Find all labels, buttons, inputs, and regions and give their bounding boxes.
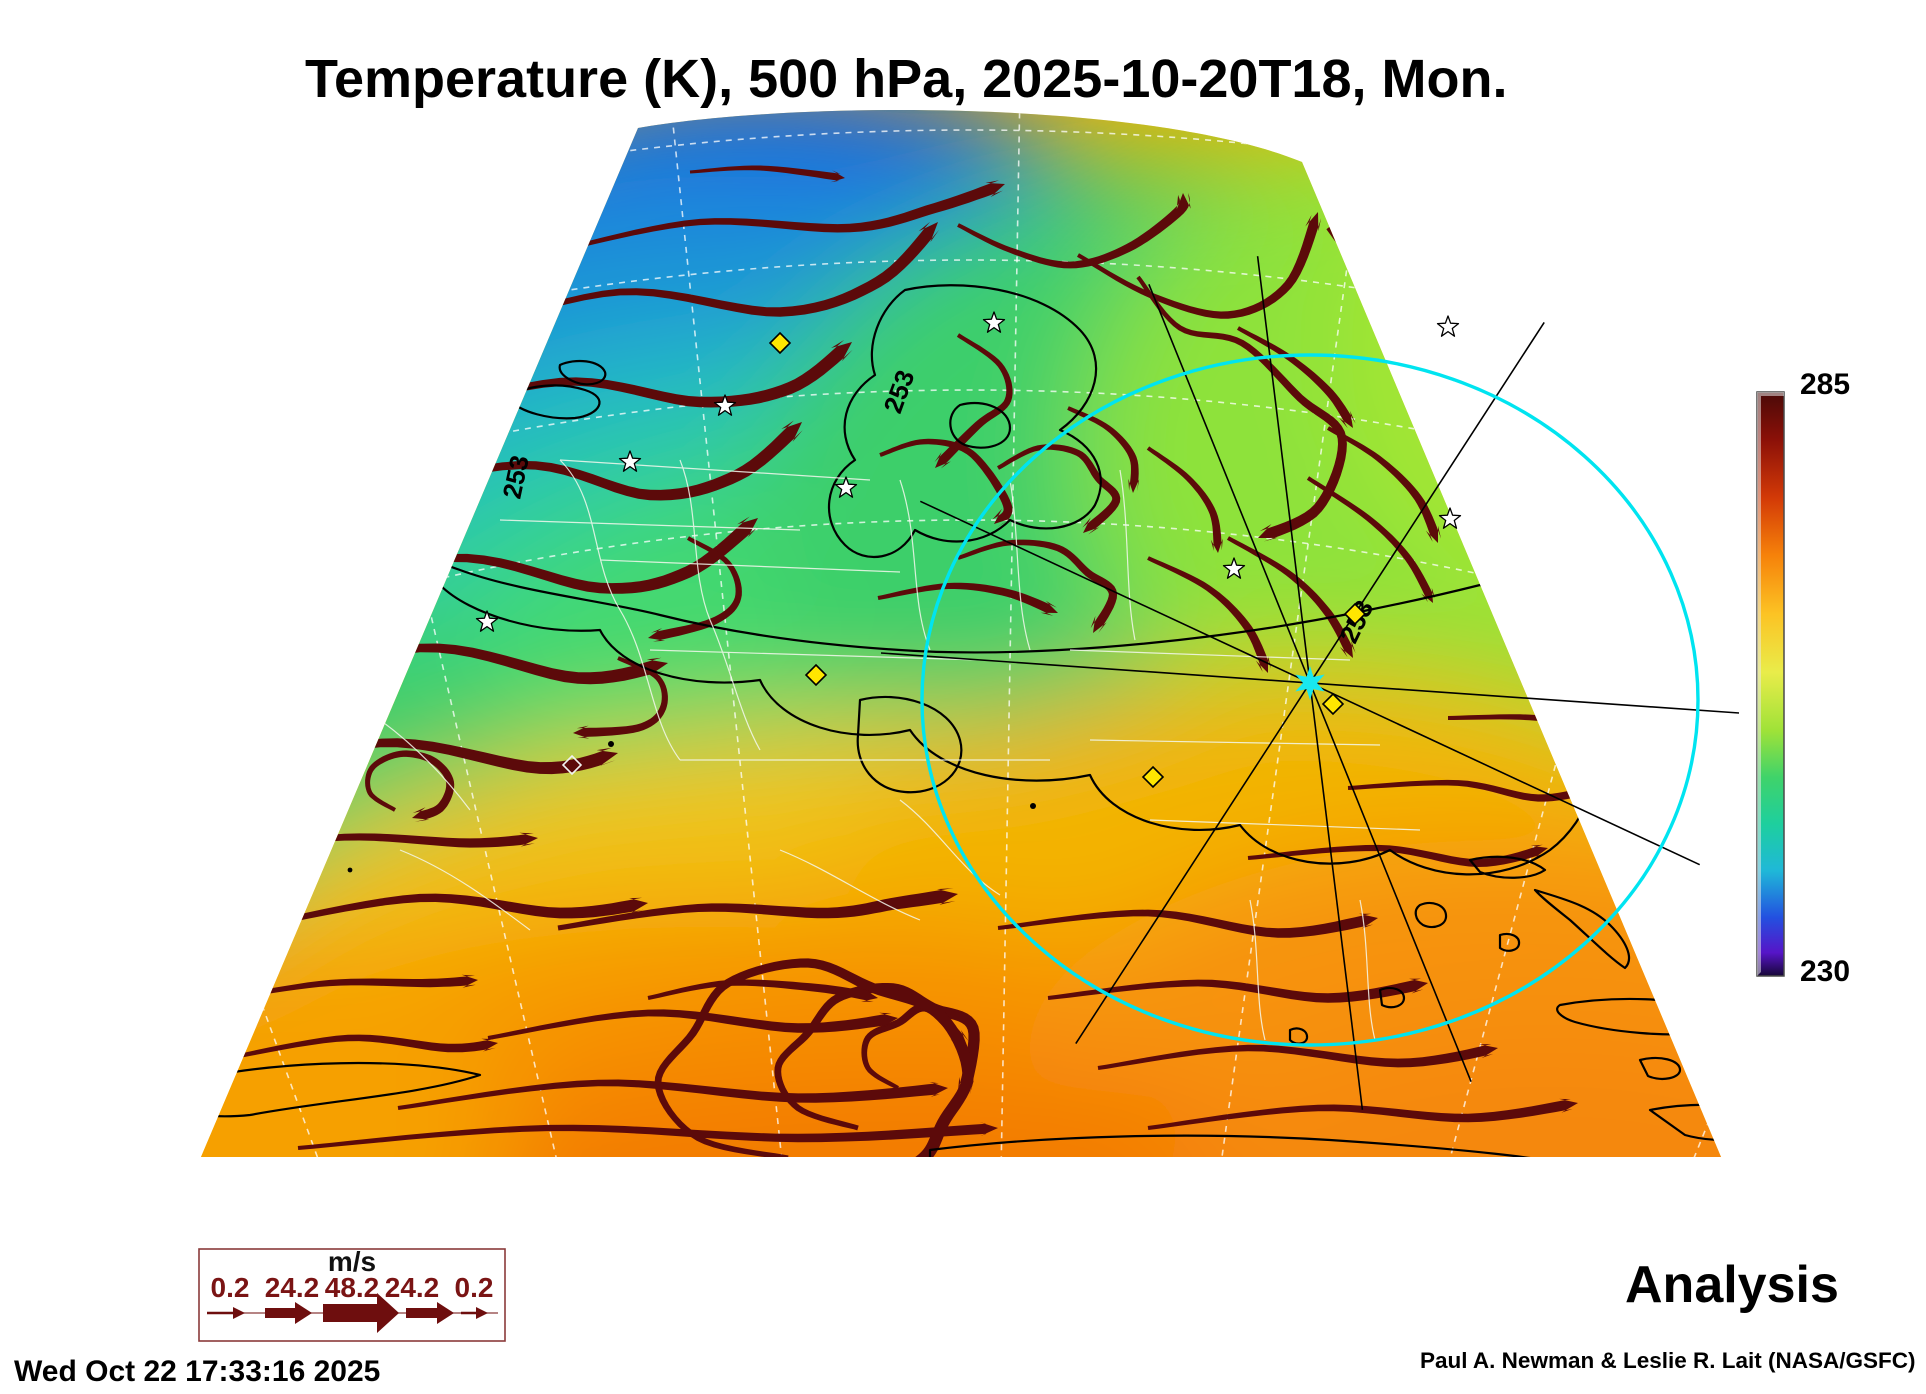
svg-text:0.2: 0.2 [455,1272,494,1303]
svg-text:0.2: 0.2 [211,1272,250,1303]
svg-text:24.2: 24.2 [265,1272,320,1303]
svg-text:24.2: 24.2 [385,1272,440,1303]
svg-text:48.2: 48.2 [325,1272,380,1303]
